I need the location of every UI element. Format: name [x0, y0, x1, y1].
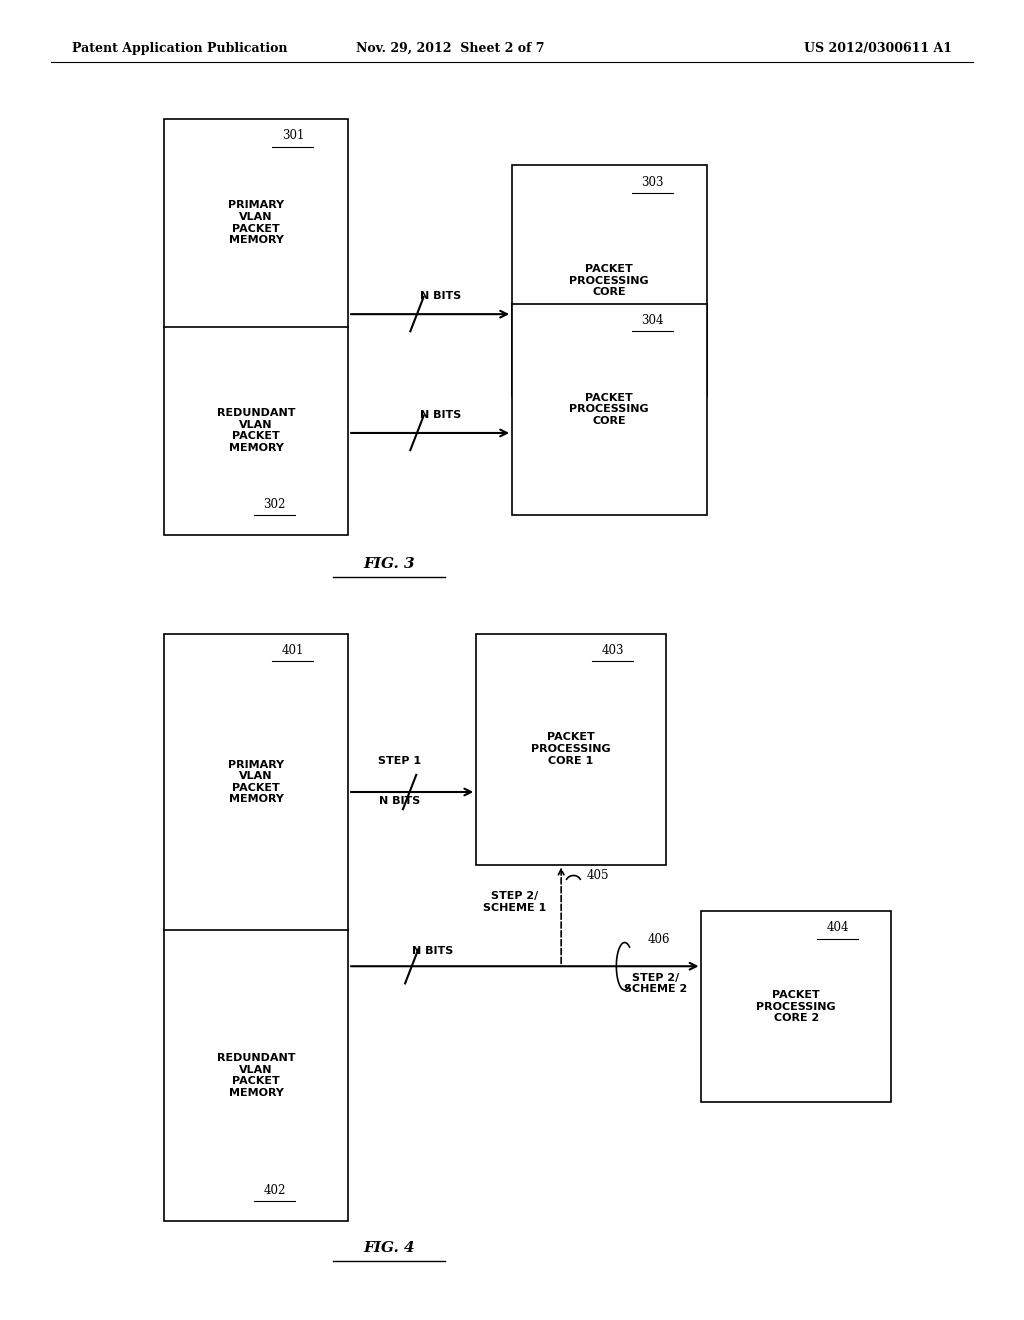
Text: FIG. 4: FIG. 4	[364, 1241, 415, 1255]
Text: Patent Application Publication: Patent Application Publication	[72, 42, 287, 55]
Bar	[512, 304, 707, 515]
Text: STEP 1: STEP 1	[378, 755, 421, 766]
Text: 401: 401	[282, 644, 304, 657]
Text: N BITS: N BITS	[412, 945, 453, 956]
Text: 404: 404	[826, 921, 849, 935]
Bar	[512, 165, 707, 396]
Text: PACKET
PROCESSING
CORE 2: PACKET PROCESSING CORE 2	[757, 990, 836, 1023]
Text: PACKET
PROCESSING
CORE: PACKET PROCESSING CORE	[569, 264, 649, 297]
Text: 405: 405	[587, 870, 609, 882]
Text: 304: 304	[641, 314, 664, 327]
Text: REDUNDANT
VLAN
PACKET
MEMORY: REDUNDANT VLAN PACKET MEMORY	[217, 408, 295, 453]
Text: REDUNDANT
VLAN
PACKET
MEMORY: REDUNDANT VLAN PACKET MEMORY	[217, 1053, 295, 1098]
Text: Nov. 29, 2012  Sheet 2 of 7: Nov. 29, 2012 Sheet 2 of 7	[356, 42, 545, 55]
Text: US 2012/0300611 A1: US 2012/0300611 A1	[804, 42, 952, 55]
Text: 303: 303	[641, 176, 664, 189]
Text: 301: 301	[282, 129, 304, 143]
Text: N BITS: N BITS	[420, 409, 461, 420]
Text: PRIMARY
VLAN
PACKET
MEMORY: PRIMARY VLAN PACKET MEMORY	[228, 759, 284, 804]
Text: 406: 406	[647, 933, 670, 946]
Bar	[164, 119, 348, 535]
Bar	[164, 634, 348, 1221]
Text: STEP 2/
SCHEME 2: STEP 2/ SCHEME 2	[624, 973, 687, 994]
Text: 302: 302	[263, 498, 286, 511]
Text: 402: 402	[263, 1184, 286, 1197]
Text: PACKET
PROCESSING
CORE 1: PACKET PROCESSING CORE 1	[531, 733, 610, 766]
Text: FIG. 3: FIG. 3	[364, 557, 415, 572]
Text: 403: 403	[601, 644, 624, 657]
Text: PRIMARY
VLAN
PACKET
MEMORY: PRIMARY VLAN PACKET MEMORY	[228, 201, 284, 246]
Text: PACKET
PROCESSING
CORE: PACKET PROCESSING CORE	[569, 392, 649, 426]
Text: N BITS: N BITS	[420, 290, 461, 301]
Bar	[701, 911, 891, 1102]
Text: N BITS: N BITS	[379, 796, 420, 807]
Text: STEP 2/
SCHEME 1: STEP 2/ SCHEME 1	[482, 891, 546, 913]
Bar	[476, 634, 666, 865]
